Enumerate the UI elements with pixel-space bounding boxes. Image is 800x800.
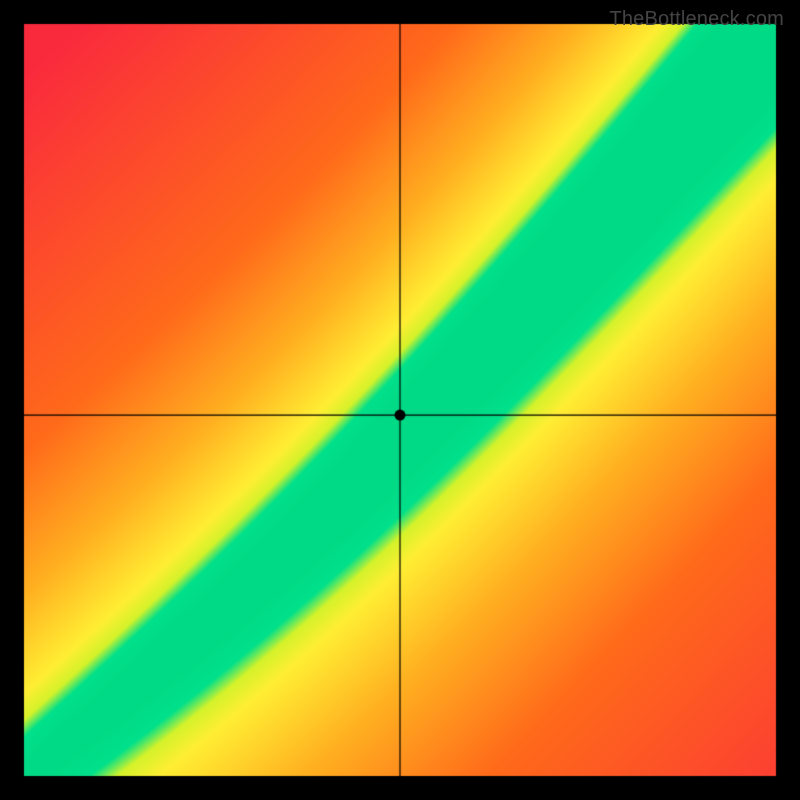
bottleneck-heatmap [0,0,800,800]
watermark-text: TheBottleneck.com [609,8,784,31]
